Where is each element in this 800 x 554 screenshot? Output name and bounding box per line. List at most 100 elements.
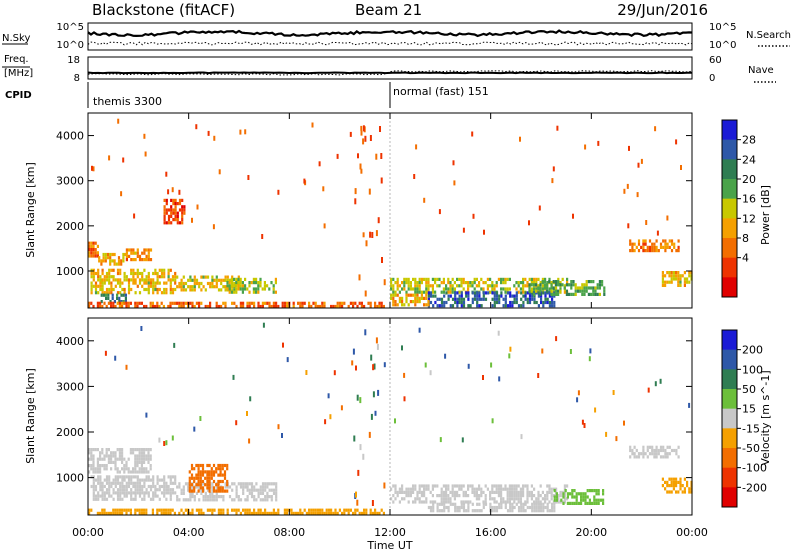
power-scatter-cell: [134, 271, 137, 276]
power-scatter-cell: [522, 300, 525, 305]
velocity-scatter-cell: [125, 511, 128, 515]
velocity-scatter-cell: [675, 490, 678, 494]
velocity-scatter-cell: [475, 487, 478, 491]
power-scatter-cell: [220, 288, 223, 292]
velocity-scatter-cell: [226, 463, 229, 468]
power-scatter-cell: [129, 301, 132, 305]
power-scatter-speck: [117, 118, 120, 124]
velocity-scatter-cell: [653, 448, 656, 453]
velocity-scatter-cell: [176, 485, 179, 489]
power-scatter-cell: [533, 300, 536, 305]
velocity-scatter-cell: [327, 508, 330, 512]
power-scatter-cell: [134, 304, 137, 309]
velocity-scatter-cell: [445, 487, 448, 491]
power-scatter-cell: [495, 284, 498, 288]
power-scatter-cell: [165, 202, 168, 206]
power-scatter-cell: [88, 248, 91, 252]
velocity-scatter-speck: [647, 387, 650, 393]
power-scatter-cell: [423, 303, 426, 307]
power-scatter-cell: [181, 218, 184, 222]
power-scatter-cell: [147, 291, 150, 295]
power-scatter-cell: [637, 249, 641, 253]
power-scatter-cell: [541, 284, 544, 288]
velocity-scatter-cell: [112, 478, 115, 482]
power-scatter-cell: [425, 290, 428, 294]
power-scatter-cell: [272, 287, 275, 291]
velocity-scatter-cell: [138, 454, 141, 458]
power-scatter-cell: [272, 290, 275, 294]
velocity-scatter-speck: [286, 357, 289, 363]
power-scatter-cell: [487, 291, 490, 295]
power-scatter-cell: [90, 287, 93, 292]
power-scatter-cell: [334, 304, 337, 309]
velocity-scatter-cell: [557, 500, 560, 504]
power-scatter-cell: [670, 271, 673, 275]
power-scatter-cell: [228, 290, 231, 294]
velocity-scatter-cell: [394, 484, 397, 488]
power-scatter-cell: [504, 281, 507, 285]
velocity-scatter-cell: [259, 508, 262, 512]
power-scatter-cell: [533, 287, 536, 291]
power-scatter-cell: [163, 218, 166, 222]
power-scatter-cell: [163, 287, 166, 292]
velocity-scatter-cell: [427, 505, 430, 510]
power-scatter-cell: [493, 297, 496, 301]
velocity-scatter-speck: [577, 390, 580, 396]
velocity-scatter-cell: [566, 497, 569, 501]
power-scatter-cell: [438, 277, 441, 281]
velocity-scatter-cell: [519, 487, 522, 491]
velocity-scatter-speck: [262, 322, 265, 328]
velocity-scatter-cell: [440, 497, 443, 501]
velocity-scatter-cell: [392, 500, 395, 504]
velocity-scatter-cell: [405, 487, 408, 491]
power-scatter-cell: [568, 283, 571, 287]
velocity-scatter-cell: [167, 491, 170, 495]
beam-label: Beam 21: [355, 1, 422, 19]
velocity-scatter-cell: [659, 448, 663, 453]
power-scatter-cell: [96, 251, 99, 255]
velocity-scatter-cell: [575, 492, 578, 496]
velocity-scatter-cell: [141, 478, 144, 482]
velocity-scatter-cell: [116, 497, 120, 501]
velocity-scatter-cell: [520, 502, 523, 506]
velocity-scatter-cell: [453, 484, 456, 488]
cpid-panel: CPID themis 3300 normal (fast) 151: [5, 82, 489, 108]
power-scatter-cell: [403, 303, 406, 307]
velocity-scatter-speck: [377, 389, 380, 396]
power-scatter-cell: [241, 287, 244, 291]
velocity-scatter-cell: [681, 484, 684, 488]
velocity-scatter-cell: [539, 484, 542, 488]
power-scatter-cell: [257, 287, 260, 291]
velocity-scatter-cell: [467, 484, 470, 488]
velocity-scatter-cell: [261, 482, 265, 486]
power-scatter-cell: [141, 258, 144, 262]
power-scatter-cell: [180, 278, 183, 282]
power-scatter-cell: [167, 214, 171, 218]
x-tick-label: 04:00: [173, 526, 205, 539]
power-scatter-cell: [396, 303, 399, 307]
velocity-scatter-cell: [539, 494, 542, 498]
velocity-scatter-cell: [130, 494, 133, 498]
velocity-scatter-cell: [121, 454, 124, 458]
nave-tick-bottom: 0: [709, 73, 715, 84]
power-scatter-cell: [601, 280, 604, 284]
velocity-scatter-cell: [473, 487, 476, 491]
velocity-scatter-cell: [152, 494, 155, 498]
velocity-scatter-cell: [299, 511, 302, 515]
power-scatter-cell: [136, 251, 139, 255]
velocity-scatter-cell: [136, 481, 139, 485]
power-scatter-cell: [136, 254, 139, 258]
velocity-scatter-cell: [138, 478, 142, 482]
power-scatter-cell: [272, 284, 275, 288]
power-scatter-cell: [104, 252, 107, 257]
velocity-scatter-cell: [211, 495, 214, 499]
power-scatter-speck: [360, 168, 363, 174]
velocity-scatter-cell: [201, 463, 205, 468]
power-scatter-cell: [414, 290, 417, 294]
colorbar-tick-label: 100: [742, 363, 763, 376]
velocity-scatter-cell: [270, 495, 273, 499]
velocity-scatter-cell: [442, 497, 445, 501]
power-scatter-speck: [627, 223, 630, 229]
velocity-scatter-cell: [163, 484, 166, 489]
power-scatter-cell: [189, 285, 192, 289]
